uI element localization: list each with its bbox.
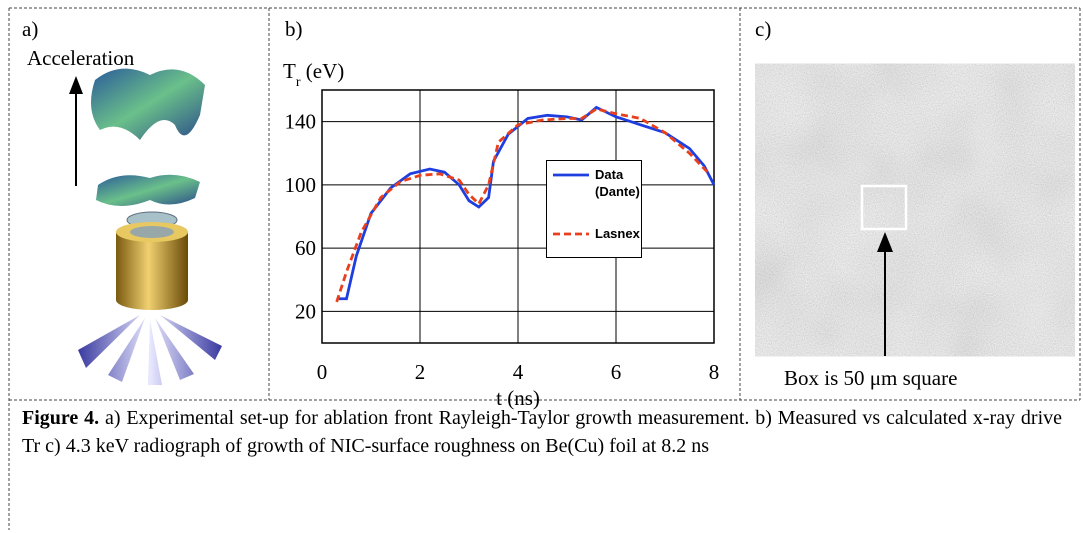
x-tick-label: 6: [611, 360, 622, 384]
data-line: [335, 107, 711, 303]
radiograph-note: Box is 50 μm square: [784, 366, 957, 390]
y-axis-label: Tr (eV): [283, 59, 344, 90]
x-axis-label: t (ns): [496, 386, 540, 410]
frame: [8, 7, 1081, 530]
x-tick-label: 0: [317, 360, 328, 384]
caption-label: Figure 4.: [22, 407, 100, 429]
plot: 20 60 100 140 0 2 4 6 8 Tr (eV) t (ns): [283, 59, 719, 410]
legend-label: Lasnex: [595, 226, 640, 241]
panel-label: c): [755, 17, 771, 41]
y-tick-label: 60: [295, 236, 316, 260]
legend-label: Data (Dante): [595, 167, 640, 199]
caption: Figure 4. a) Experimental set-up for abl…: [22, 404, 1062, 460]
setup-illustration: Acceleration: [27, 46, 222, 385]
caption-text: a) Experimental set-up for ablation fron…: [22, 407, 1062, 457]
panel-label: b): [285, 17, 303, 41]
legend: Data (Dante) Lasnex: [546, 160, 642, 258]
y-tick-label: 100: [285, 173, 317, 197]
x-tick-label: 2: [415, 360, 426, 384]
y-axis-label-part: r: [296, 75, 301, 90]
x-tick-label: 4: [513, 360, 524, 384]
panel-label: a): [22, 17, 38, 41]
arrow-label: Acceleration: [27, 46, 135, 70]
y-axis-label-part: (eV): [301, 59, 345, 83]
legend-swatches: [553, 173, 589, 236]
radiograph: Box is 50 μm square: [782, 88, 1048, 390]
y-tick-label: 140: [285, 110, 317, 134]
y-axis-label-part: T: [283, 59, 296, 83]
x-tick-label: 8: [709, 360, 720, 384]
y-tick-label: 20: [295, 299, 316, 323]
plot-frame: [321, 89, 715, 344]
data-line: [336, 105, 716, 301]
